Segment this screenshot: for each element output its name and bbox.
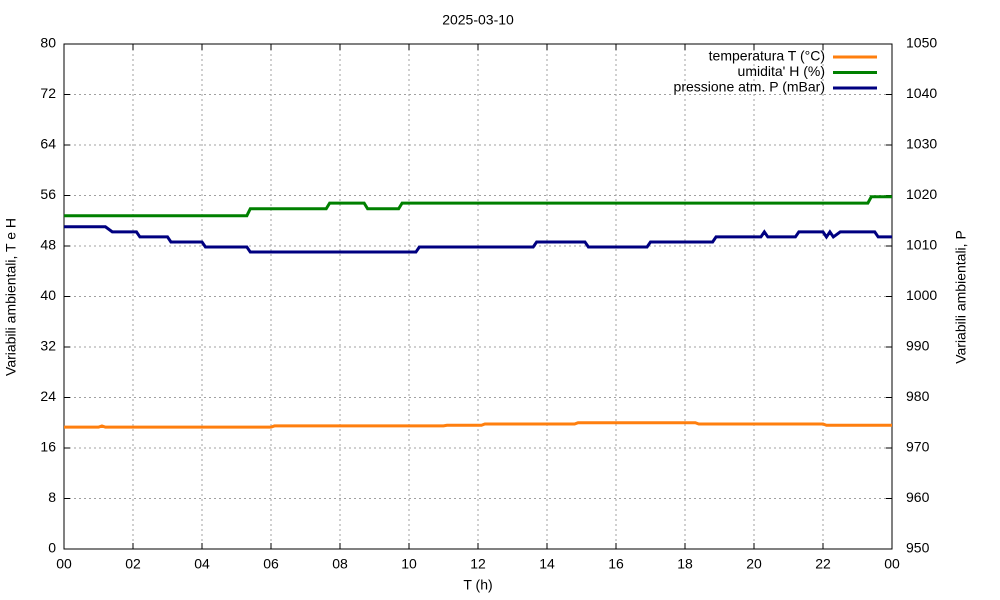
y2-tick-label: 1030 bbox=[906, 136, 937, 152]
y2-axis-label: Variabili ambientali, P bbox=[953, 230, 969, 364]
y-tick-label: 0 bbox=[48, 540, 56, 556]
x-tick-label: 02 bbox=[125, 556, 141, 572]
series-line bbox=[64, 421, 892, 429]
y-tick-label: 56 bbox=[40, 186, 56, 202]
x-tick-label: 06 bbox=[263, 556, 279, 572]
x-tick-label: 00 bbox=[884, 556, 900, 572]
x-tick-label: 14 bbox=[539, 556, 555, 572]
y-tick-label: 48 bbox=[40, 237, 56, 253]
x-axis-label: T (h) bbox=[463, 577, 492, 593]
y-tick-label: 72 bbox=[40, 85, 56, 101]
plot-frame bbox=[63, 43, 893, 550]
y-tick-label: 8 bbox=[48, 489, 56, 505]
y-tick-label: 64 bbox=[40, 136, 56, 152]
series-line bbox=[64, 195, 892, 218]
legend-label: temperatura T (°C) bbox=[709, 48, 825, 64]
y2-tick-label: 960 bbox=[906, 489, 930, 505]
x-tick-label: 16 bbox=[608, 556, 624, 572]
y-tick-label: 32 bbox=[40, 338, 56, 354]
y2-tick-label: 1000 bbox=[906, 287, 937, 303]
x-tick-label: 22 bbox=[815, 556, 831, 572]
y-tick-label: 16 bbox=[40, 439, 56, 455]
legend-label: pressione atm. P (mBar) bbox=[674, 79, 825, 95]
x-tick-label: 04 bbox=[194, 556, 210, 572]
x-tick-label: 20 bbox=[746, 556, 762, 572]
legend-label: umidita' H (%) bbox=[738, 63, 825, 79]
y2-tick-label: 1040 bbox=[906, 85, 937, 101]
y2-tick-label: 970 bbox=[906, 439, 930, 455]
x-tick-label: 12 bbox=[470, 556, 486, 572]
y-axis-label: Variabili ambientali, T e H bbox=[3, 218, 19, 376]
series-line bbox=[64, 225, 892, 254]
y-tick-label: 80 bbox=[40, 35, 56, 51]
x-tick-label: 10 bbox=[401, 556, 417, 572]
y2-tick-label: 950 bbox=[906, 540, 930, 556]
x-tick-label: 00 bbox=[56, 556, 72, 572]
x-tick-label: 18 bbox=[677, 556, 693, 572]
y2-tick-label: 1010 bbox=[906, 237, 937, 253]
y2-tick-label: 1050 bbox=[906, 35, 937, 51]
y-tick-label: 40 bbox=[40, 287, 56, 303]
chart-title: 2025-03-10 bbox=[442, 12, 514, 28]
y2-tick-label: 1020 bbox=[906, 186, 937, 202]
x-tick-label: 08 bbox=[332, 556, 348, 572]
y2-tick-label: 990 bbox=[906, 338, 930, 354]
y2-tick-label: 980 bbox=[906, 388, 930, 404]
y-tick-label: 24 bbox=[40, 388, 56, 404]
